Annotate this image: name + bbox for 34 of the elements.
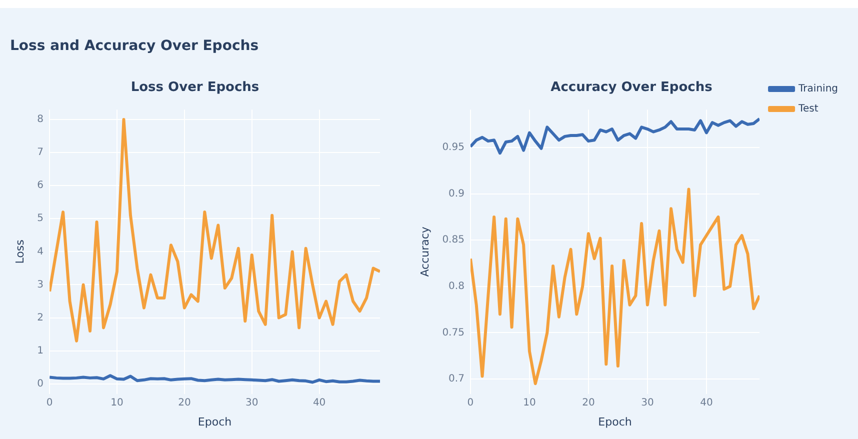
y-tick-label: 3: [37, 279, 44, 290]
y-tick-label: 6: [37, 180, 44, 192]
x-tick-label: 30: [641, 397, 654, 408]
x-tick-label: 0: [467, 397, 474, 408]
legend-label: Test: [798, 104, 818, 115]
y-tick-label: 0: [37, 378, 44, 390]
chart-subtitle: Accuracy Over Epochs: [550, 80, 713, 96]
y-tick-label: 8: [37, 114, 44, 126]
x-axis-title: Epoch: [598, 415, 632, 428]
y-tick-label: 7: [37, 147, 44, 158]
x-tick-label: 40: [312, 397, 326, 408]
chart-subtitle: Loss Over Epochs: [130, 80, 260, 96]
x-tick-label: 10: [523, 397, 536, 408]
y-tick-label: 0.75: [442, 327, 464, 338]
x-tick-label: 30: [246, 397, 258, 408]
x-tick-label: 40: [700, 397, 713, 408]
y-tick-label: 1: [37, 345, 44, 356]
x-tick-label: 0: [46, 397, 53, 408]
y-tick-label: 5: [37, 213, 44, 224]
chart-title: Loss and Accuracy Over Epochs: [10, 38, 259, 54]
y-tick-label: 0.8: [448, 281, 464, 292]
y-tick-label: 0.9: [448, 188, 464, 200]
y-tick-label: 2: [37, 312, 44, 324]
y-tick-label: 4: [37, 246, 44, 258]
y-tick-label: 0.95: [442, 142, 464, 154]
y-tick-label: 0.85: [442, 234, 464, 246]
y-tick-label: 0.7: [448, 374, 464, 385]
x-axis-title: Epoch: [198, 415, 232, 428]
x-tick-label: 20: [178, 397, 191, 408]
legend-label: Training: [798, 84, 838, 95]
x-tick-label: 10: [110, 397, 124, 408]
y-axis-title: Loss: [13, 239, 26, 264]
x-tick-label: 20: [582, 397, 595, 408]
y-axis-title: Accuracy: [418, 226, 432, 277]
